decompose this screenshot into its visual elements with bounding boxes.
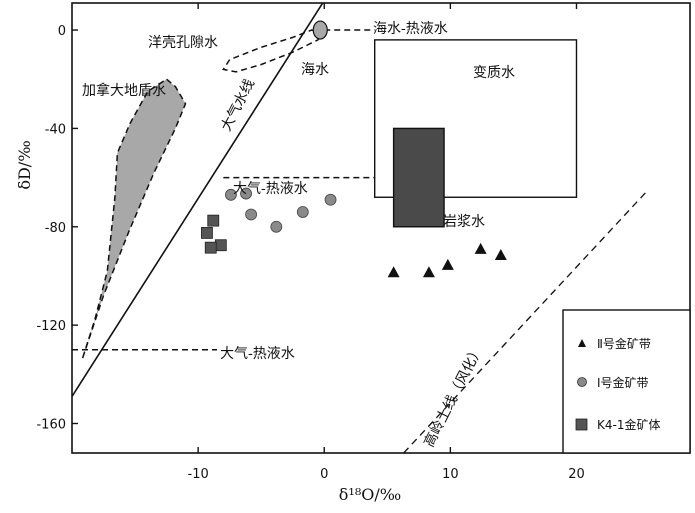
zone-1-circle-point [225,188,237,201]
seawater-label: 海水 [301,62,329,78]
axis-ticks: -10 0 10 20 0 -40 -80 -120 -160 [36,3,585,482]
canada-shield-water-field [81,78,187,360]
zone-2-triangle-point [422,266,435,278]
zone-1-circle-point [296,206,309,218]
y-axis-title: δD/‰ [15,140,34,189]
meteoric-water-line-label: 大气水线 [218,77,258,134]
meteoric-hydrothermal-label-upper: 大气-热液水 [233,181,308,197]
x-tick-label: -10 [188,467,209,482]
y-tick-label: -40 [45,122,66,137]
k4-1-square-point [207,214,220,227]
legend-square-icon [575,418,588,431]
zone-1-circle-point [270,220,283,233]
canada-shield-water-label: 加拿大地盾水 [82,82,166,99]
legend-circle-icon [577,377,587,387]
y-tick-label: -120 [36,319,66,334]
k4-1-square-point [201,227,213,239]
kaolinite-line-label: 高岭土线（风化） [420,342,486,450]
magmatic-water-box [392,127,445,228]
zone-1-circle-point [245,208,257,221]
x-tick-label: 10 [442,467,459,482]
k4-1-square-point [214,239,227,252]
x-tick-label: 0 [320,467,328,482]
x-axis-title: δ¹⁸O/‰ [339,485,401,504]
zone-2-triangle-point [387,266,400,278]
y-tick-label: 0 [58,24,66,39]
legend-label-k4-1: K4-1金矿体 [597,417,660,432]
seawater-point [312,20,328,40]
zone-1-circle-point [324,193,337,206]
legend: Ⅱ号金矿带 Ⅰ号金矿带 K4-1金矿体 [562,309,691,454]
seawater-hydrothermal-label: 海水-热液水 [373,21,448,37]
k4-1-square-point [204,241,217,254]
legend-label-zone-1: Ⅰ号金矿带 [597,375,649,390]
y-tick-label: -80 [45,221,66,236]
zone-2-triangle-point [474,242,487,254]
zone-2-triangle-point [494,249,507,261]
metamorphic-water-label: 变质水 [473,65,515,81]
x-tick-label: 20 [568,467,585,482]
legend-triangle-icon [578,339,586,347]
magmatic-water-label: 岩浆水 [443,214,485,230]
data-markers [201,187,507,278]
legend-label-zone-2: Ⅱ号金矿带 [597,336,651,351]
zone-1-circle-point [240,187,252,200]
zone-2-triangle-point [441,258,454,270]
meteoric-hydrothermal-label-lower: 大气-热液水 [220,346,295,362]
y-tick-label: -160 [36,417,66,432]
pore-water-label: 洋壳孔隙水 [148,34,218,51]
plot-frame [71,2,691,454]
meteoric-water-line [72,3,324,397]
